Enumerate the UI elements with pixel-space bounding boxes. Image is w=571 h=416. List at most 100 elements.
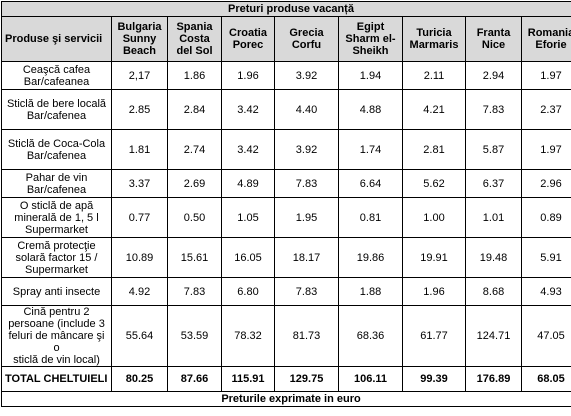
price-cell: 15.61 xyxy=(168,238,222,278)
price-cell: 1.94 xyxy=(339,62,403,90)
price-cell: 1.97 xyxy=(522,62,571,90)
price-cell: 1.88 xyxy=(339,278,403,306)
price-cell: 1.81 xyxy=(112,130,168,170)
price-cell: 10.89 xyxy=(112,238,168,278)
price-cell: 6.80 xyxy=(222,278,275,306)
destination-place: Nice xyxy=(468,39,519,51)
price-cell: 2.81 xyxy=(403,130,466,170)
row-label: Sticlă de Coca-Cola Bar/cafenea xyxy=(2,130,112,170)
price-cell: 3.92 xyxy=(275,130,339,170)
total-cell: 68.05 xyxy=(522,367,571,392)
destination-country: Croatia xyxy=(224,27,272,39)
total-cell: 129.75 xyxy=(275,367,339,392)
row-label-text: Sticlă de bere locală Bar/cafenea xyxy=(7,98,106,122)
price-cell: 3.37 xyxy=(112,170,168,198)
price-cell: 3.42 xyxy=(222,130,275,170)
destination-place: Porec xyxy=(224,39,272,51)
price-cell: 0.50 xyxy=(168,198,222,238)
row-label-text: Sticlă de Coca-Cola Bar/cafenea xyxy=(8,138,105,162)
price-cell: 7.83 xyxy=(275,170,339,198)
price-cell: 2.74 xyxy=(168,130,222,170)
price-cell: 1.96 xyxy=(222,62,275,90)
table-row: O sticlă de apă minerală de 1, 5 l Super… xyxy=(2,198,571,238)
destination-country: Spania xyxy=(170,21,219,33)
price-cell: 0.81 xyxy=(339,198,403,238)
price-cell: 1.86 xyxy=(168,62,222,90)
row-label-text: Pahar de vin Bar/cafenea xyxy=(26,172,88,196)
price-cell: 53.59 xyxy=(168,306,222,367)
price-cell: 1.97 xyxy=(522,130,571,170)
row-label: Pahar de vin Bar/cafenea xyxy=(2,170,112,198)
row-label: Cină pentru 2 persoane (include 3 feluri… xyxy=(2,306,112,367)
price-cell: 6.37 xyxy=(466,170,522,198)
row-label-text: O sticlă de apă minerală de 1, 5 l Super… xyxy=(14,200,98,236)
table-row: Cremă protecţie solară factor 15 / Super… xyxy=(2,238,571,278)
total-label: TOTAL CHELTUIELI xyxy=(2,367,112,392)
table-footer-note: Preturile exprimate in euro xyxy=(2,392,571,407)
destination-place: Corfu xyxy=(277,39,336,51)
price-cell: 6.64 xyxy=(339,170,403,198)
price-cell: 47.05 xyxy=(522,306,571,367)
price-cell: 3.42 xyxy=(222,90,275,130)
price-cell: 1.01 xyxy=(466,198,522,238)
row-label-text: Spray anti insecte xyxy=(13,286,100,298)
price-cell: 19.86 xyxy=(339,238,403,278)
table-title: Preturi produse vacanță xyxy=(2,2,571,17)
price-cell: 2,17 xyxy=(112,62,168,90)
price-cell: 1.00 xyxy=(403,198,466,238)
price-cell: 1.74 xyxy=(339,130,403,170)
price-cell: 78.32 xyxy=(222,306,275,367)
destination-country: Egipt xyxy=(341,21,400,33)
price-cell: 2.94 xyxy=(466,62,522,90)
row-label: Ceaşcă cafea Bar/cafeanea xyxy=(2,62,112,90)
price-cell: 4.88 xyxy=(339,90,403,130)
destination-country: Franta xyxy=(468,27,519,39)
row-label: Cremă protecţie solară factor 15 / Super… xyxy=(2,238,112,278)
total-cell: 99.39 xyxy=(403,367,466,392)
destination-place: Costa del Sol xyxy=(170,33,219,57)
price-cell: 19.48 xyxy=(466,238,522,278)
total-cell: 80.25 xyxy=(112,367,168,392)
price-cell: 4.93 xyxy=(522,278,571,306)
price-cell: 81.73 xyxy=(275,306,339,367)
price-cell: 4.40 xyxy=(275,90,339,130)
destination-country: Bulgaria xyxy=(114,21,165,33)
destination-country: Romania xyxy=(524,27,571,39)
price-table: Preturi produse vacanță Produse şi servi… xyxy=(1,1,571,407)
destination-country: Grecia xyxy=(277,27,336,39)
row-label-text: Cină pentru 2 persoane (include 3 feluri… xyxy=(8,306,105,366)
price-cell: 7.83 xyxy=(275,278,339,306)
destination-place: Sunny Beach xyxy=(114,33,165,57)
price-cell: 2.96 xyxy=(522,170,571,198)
price-cell: 19.91 xyxy=(403,238,466,278)
price-cell: 4.92 xyxy=(112,278,168,306)
price-cell: 2.84 xyxy=(168,90,222,130)
row-label: Spray anti insecte xyxy=(2,278,112,306)
price-cell: 2.85 xyxy=(112,90,168,130)
total-cell: 106.11 xyxy=(339,367,403,392)
price-cell: 0.89 xyxy=(522,198,571,238)
price-cell: 1.05 xyxy=(222,198,275,238)
price-cell: 124.71 xyxy=(466,306,522,367)
price-cell: 8.68 xyxy=(466,278,522,306)
row-label: Sticlă de bere locală Bar/cafenea xyxy=(2,90,112,130)
price-cell: 1.95 xyxy=(275,198,339,238)
products-column-header: Produse şi servicii xyxy=(2,17,112,62)
destination-place: Eforie xyxy=(524,39,571,51)
total-cell: 176.89 xyxy=(466,367,522,392)
price-cell: 5.87 xyxy=(466,130,522,170)
price-cell: 5.62 xyxy=(403,170,466,198)
